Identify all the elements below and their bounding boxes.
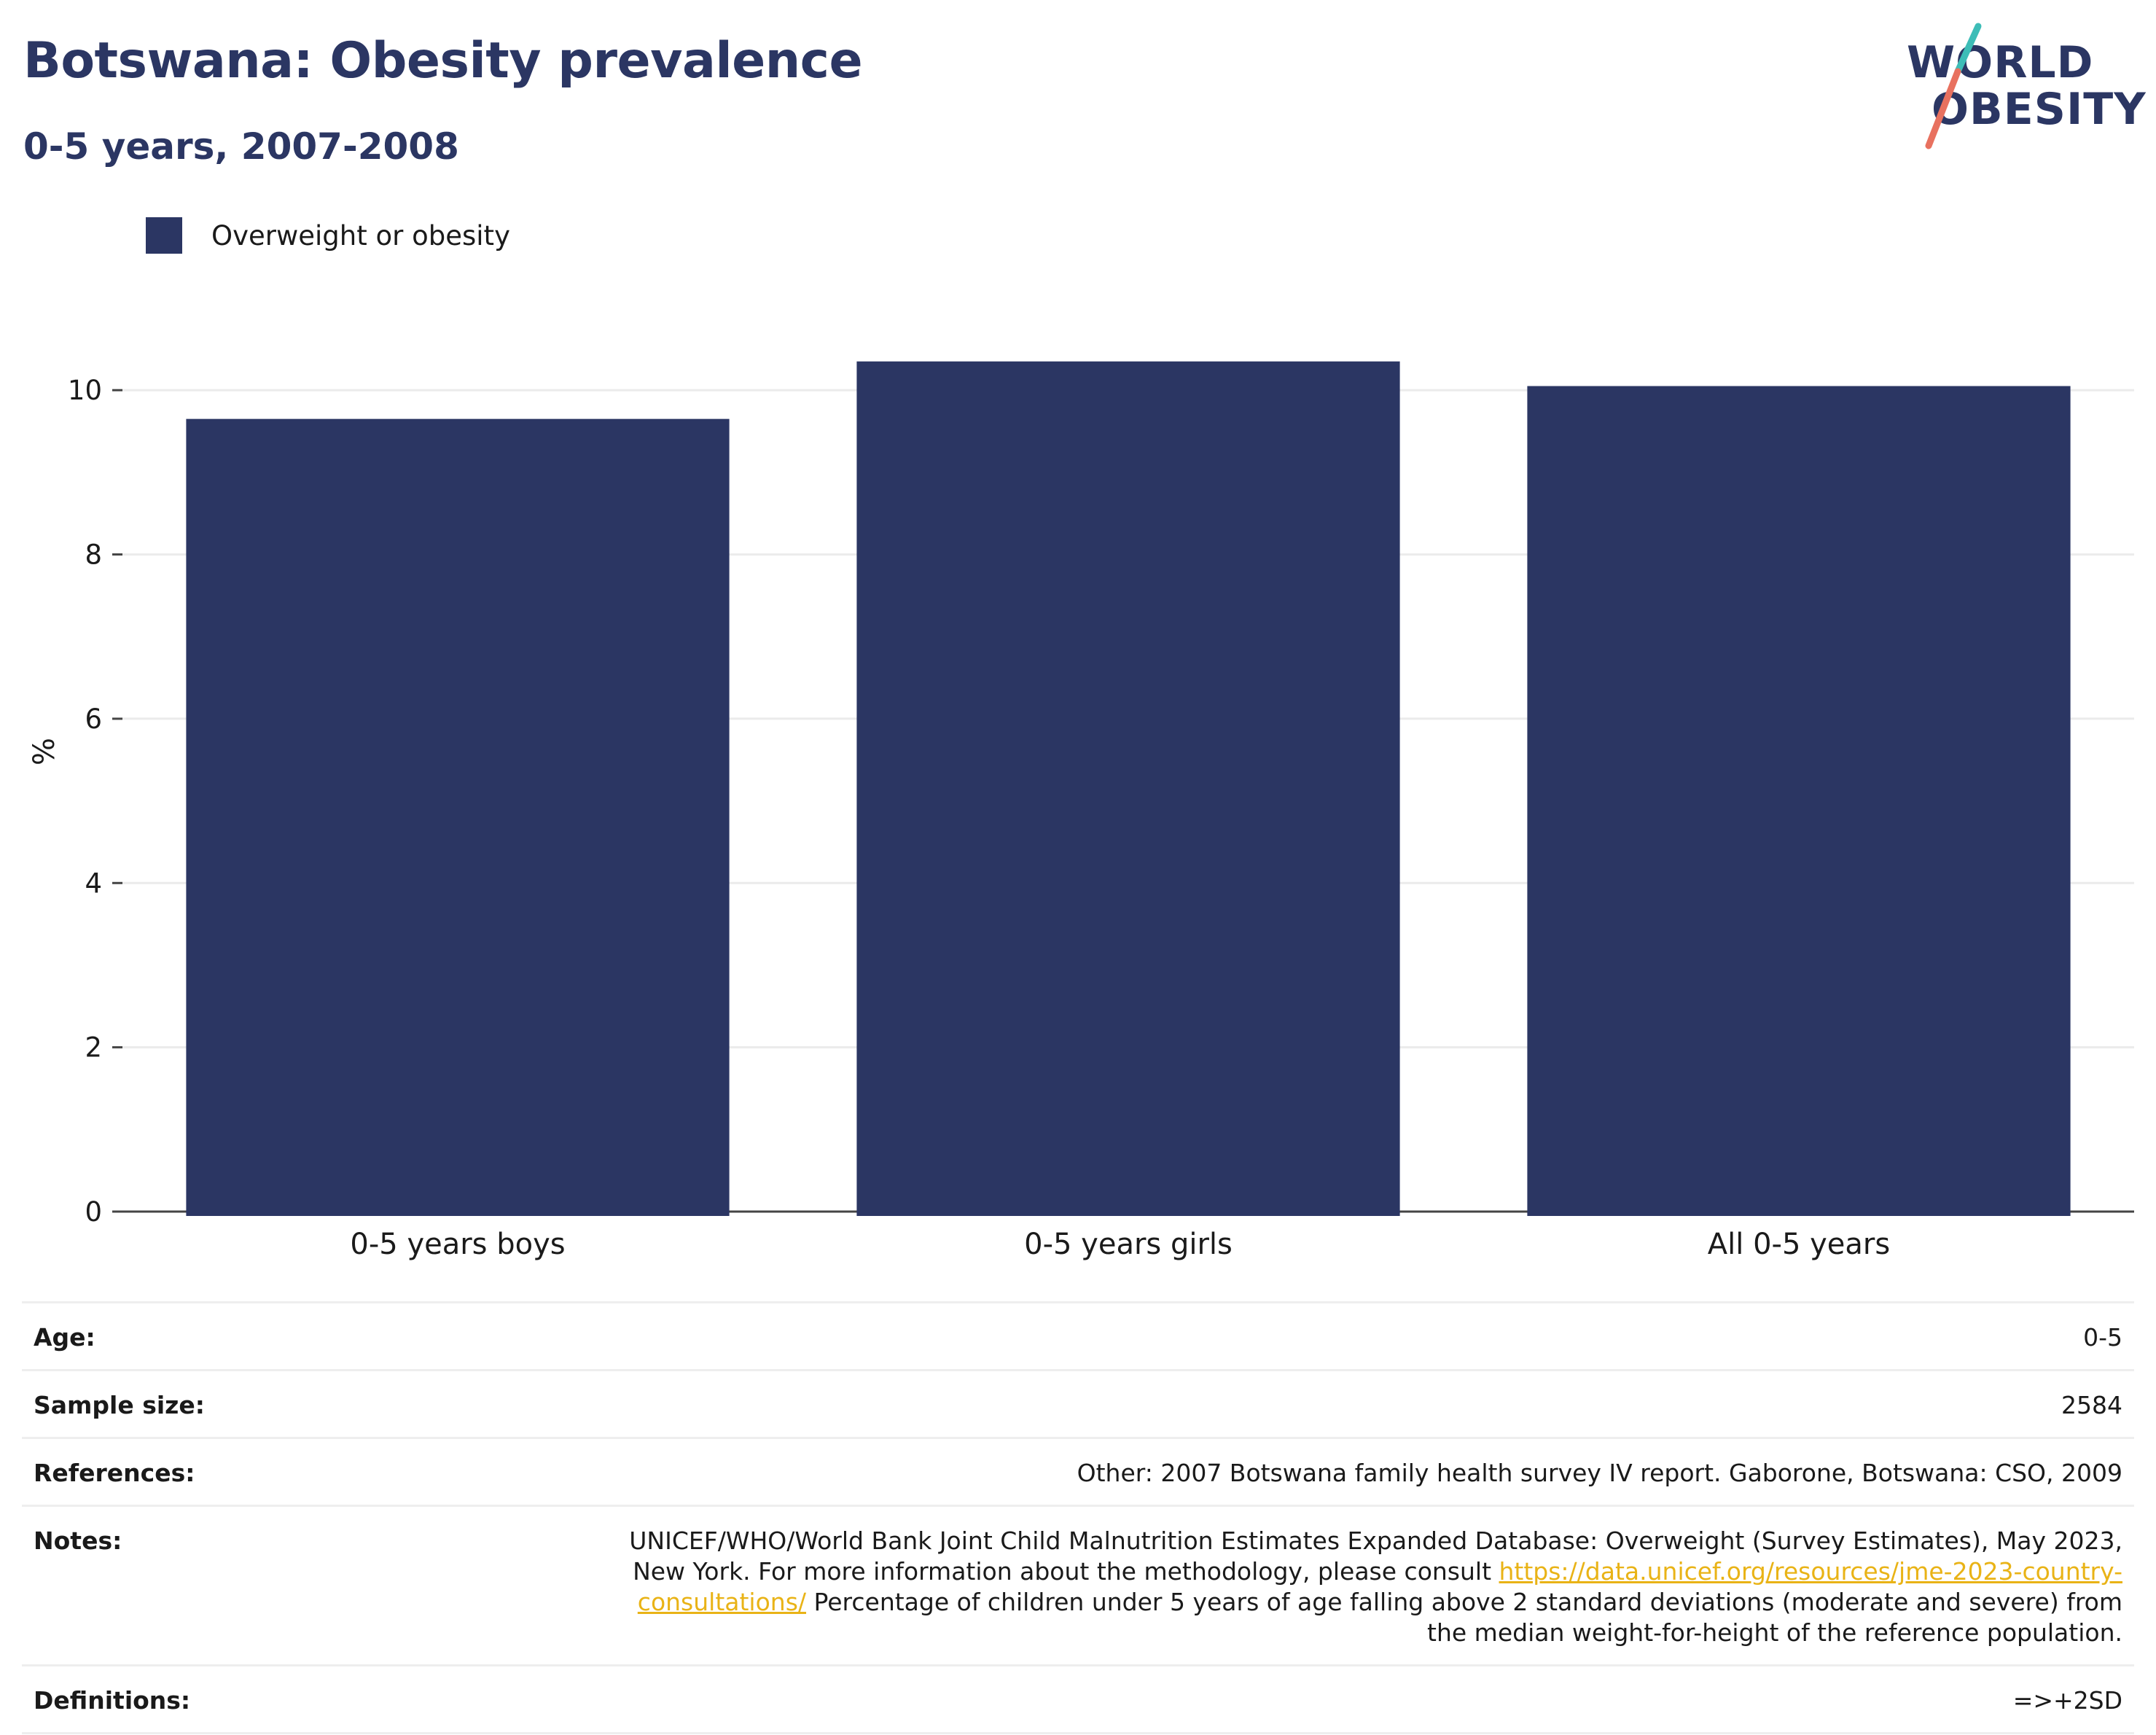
meta-references-value: Other: 2007 Botswana family health surve… [1077, 1459, 2122, 1487]
meta-row-age: Age: 0-5 [22, 1301, 2134, 1369]
notes-text-2: Percentage of children under 5 years of … [806, 1588, 2123, 1647]
meta-sample-value: 2584 [2061, 1391, 2122, 1419]
meta-sample-label: Sample size: [34, 1391, 205, 1419]
bar[interactable] [186, 418, 730, 1216]
y-tick-label: 2 [85, 1032, 102, 1064]
bar-chart-svg: 0 2 4 6 8 10 0-5 years boys 0-5 years girls All… [28, 361, 2134, 1261]
x-category-label: All 0-5 years [1708, 1228, 1890, 1261]
bar[interactable] [1527, 386, 2071, 1216]
notes-text-1: UNICEF/WHO/World Bank Joint Child Malnut… [629, 1527, 2122, 1586]
meta-notes-value: UNICEF/WHO/World Bank Joint Child Malnut… [614, 1507, 2122, 1664]
meta-row-definitions: Definitions: =>+2SD [22, 1664, 2134, 1734]
chart-subtitle: 0-5 years, 2007-2008 [23, 125, 459, 168]
methodology-link[interactable]: https://data.unicef.org/resources/jme-20… [637, 1557, 2122, 1616]
x-category-label: 0-5 years boys [350, 1228, 565, 1261]
y-axis-title: % [28, 738, 61, 765]
y-tick-label: 4 [85, 868, 102, 899]
meta-row-notes: Notes: UNICEF/WHO/World Bank Joint Child… [22, 1505, 2134, 1664]
meta-row-sample-size: Sample size: 2584 [22, 1369, 2134, 1437]
logo-word-world: WORLD [1907, 37, 2094, 88]
logo-slash-icon [1895, 20, 2143, 159]
y-tick-labels: 0 2 4 6 8 10 [68, 375, 102, 1228]
meta-references-label: References: [34, 1459, 195, 1487]
meta-definitions-label: Definitions: [34, 1686, 191, 1715]
world-obesity-logo[interactable]: WORLD OBESITY [1895, 20, 2146, 159]
logo-word-obesity: OBESITY [1932, 84, 2147, 135]
metadata-table: Age: 0-5 Sample size: 2584 References: O… [22, 1301, 2134, 1734]
meta-age-value: 0-5 [2083, 1323, 2122, 1352]
y-tick-label: 0 [85, 1196, 102, 1228]
chart-title: Botswana: Obesity prevalence [23, 32, 863, 90]
meta-row-references: References: Other: 2007 Botswana family … [22, 1437, 2134, 1505]
meta-notes-label: Notes: [34, 1527, 122, 1555]
y-tick-label: 8 [85, 539, 102, 571]
meta-age-label: Age: [34, 1323, 95, 1352]
legend[interactable]: Overweight or obesity [146, 217, 510, 254]
y-tick-label: 10 [68, 375, 102, 406]
bar-chart: 0 2 4 6 8 10 0-5 years boys 0-5 years girls All… [0, 292, 2156, 1276]
x-category-labels: 0-5 years boys 0-5 years girls All 0-5 yea… [350, 1228, 1890, 1261]
meta-definitions-value: =>+2SD [2012, 1686, 2122, 1715]
legend-label: Overweight or obesity [211, 219, 510, 252]
bars [186, 361, 2071, 1216]
y-tick-label: 6 [85, 703, 102, 735]
bar[interactable] [856, 361, 1400, 1216]
legend-swatch [146, 217, 182, 254]
x-category-label: 0-5 years girls [1024, 1228, 1233, 1261]
